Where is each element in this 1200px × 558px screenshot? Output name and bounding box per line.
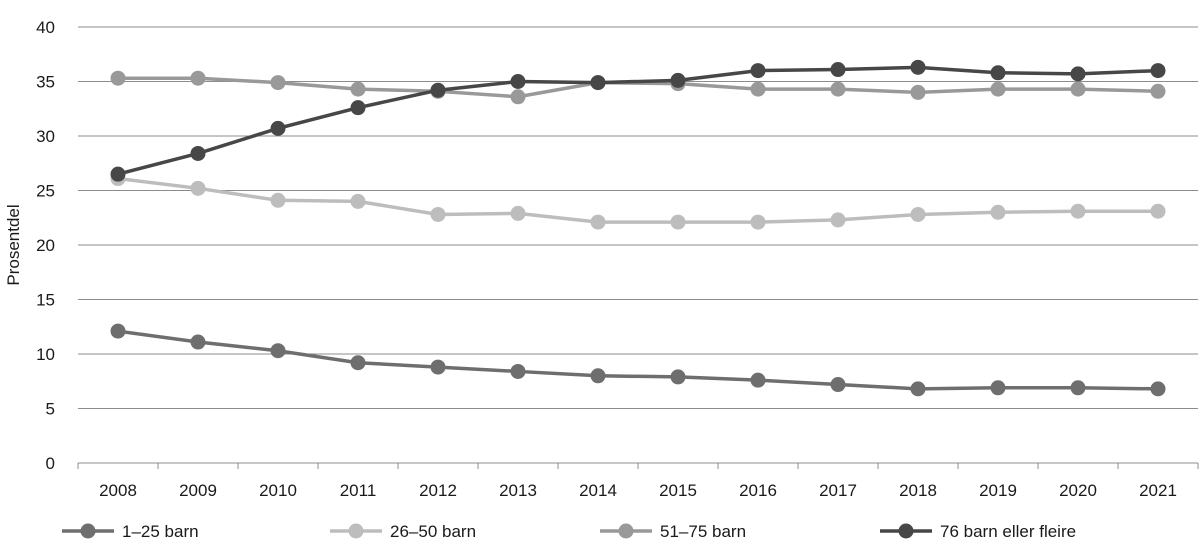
y-tick-label: 15 <box>36 291 55 310</box>
data-point <box>510 363 526 379</box>
axes: 0 5 10 15 20 25 30 35 40 2008 2009 2010 2011 2012 2013… <box>36 18 1199 500</box>
data-point <box>110 70 126 86</box>
data-point <box>190 334 206 350</box>
legend-item: 26–50 barn <box>330 522 476 541</box>
data-point <box>270 75 286 91</box>
series-line <box>117 176 1158 224</box>
data-point <box>910 381 926 397</box>
data-point <box>430 359 446 375</box>
x-tick-label: 2018 <box>899 481 937 500</box>
x-tick-label: 2016 <box>739 481 777 500</box>
legend-label: 51–75 barn <box>660 522 746 541</box>
data-point <box>350 81 366 97</box>
legend-swatch-marker <box>348 523 364 539</box>
y-tick-label: 35 <box>36 73 55 92</box>
data-point <box>830 212 846 228</box>
data-point <box>910 59 926 75</box>
data-point <box>1150 381 1166 397</box>
data-point <box>590 75 606 91</box>
legend-swatch-marker <box>80 523 96 539</box>
legend-item: 76 barn eller fleire <box>880 522 1076 541</box>
data-point <box>510 89 526 105</box>
data-point <box>990 65 1006 81</box>
data-point <box>1150 63 1166 79</box>
y-tick-label: 5 <box>46 400 55 419</box>
data-point <box>750 214 766 230</box>
data-point <box>430 206 446 222</box>
data-point <box>750 372 766 388</box>
data-point <box>590 214 606 230</box>
data-point <box>910 206 926 222</box>
data-point <box>270 343 286 359</box>
series-3 <box>110 70 1166 105</box>
data-point <box>1070 81 1086 97</box>
y-tick-label: 20 <box>36 236 55 255</box>
x-tick-label: 2013 <box>499 481 537 500</box>
legend-label: 26–50 barn <box>390 522 476 541</box>
data-point <box>510 74 526 89</box>
series-group <box>110 59 1166 397</box>
data-point <box>1150 203 1166 219</box>
legend: 1–25 barn 26–50 barn 51–75 barn 76 barn ell… <box>62 522 1076 541</box>
y-tick-label: 25 <box>36 182 55 201</box>
data-point <box>670 214 686 230</box>
data-point <box>590 368 606 384</box>
data-point <box>830 81 846 97</box>
x-tick-label: 2021 <box>1139 481 1177 500</box>
data-point <box>190 70 206 86</box>
legend-item: 1–25 barn <box>62 522 199 541</box>
data-point <box>110 323 126 339</box>
data-point <box>190 145 206 161</box>
data-point <box>830 62 846 78</box>
data-point <box>270 120 286 136</box>
y-axis-title: Prosentdel <box>4 204 23 285</box>
data-point <box>430 82 446 98</box>
data-point <box>990 204 1006 220</box>
data-point <box>1070 203 1086 219</box>
data-point <box>1070 380 1086 396</box>
data-point <box>910 84 926 100</box>
series-line <box>117 329 1159 391</box>
data-point <box>830 377 846 393</box>
series-4 <box>110 59 1166 182</box>
x-tick-label: 2010 <box>259 481 297 500</box>
x-tick-label: 2017 <box>819 481 857 500</box>
x-tick-label: 2020 <box>1059 481 1097 500</box>
legend-item: 51–75 barn <box>600 522 746 541</box>
x-tick-label: 2015 <box>659 481 697 500</box>
data-point <box>990 81 1006 97</box>
y-tick-label: 40 <box>36 18 55 37</box>
x-tick-label: 2008 <box>99 481 137 500</box>
legend-swatch-marker <box>898 523 914 539</box>
y-tick-label: 10 <box>36 345 55 364</box>
x-tick-label: 2019 <box>979 481 1017 500</box>
data-point <box>1150 83 1166 99</box>
legend-label: 1–25 barn <box>122 522 199 541</box>
y-tick-label: 0 <box>46 454 55 473</box>
series-1 <box>110 323 1166 397</box>
data-point <box>190 180 206 196</box>
data-point <box>270 192 286 208</box>
y-tick-label: 30 <box>36 127 55 146</box>
x-tick-label: 2012 <box>419 481 457 500</box>
x-tick-label: 2011 <box>340 481 377 500</box>
data-point <box>750 63 766 79</box>
data-point <box>510 205 526 221</box>
data-point <box>670 72 686 88</box>
data-point <box>990 380 1006 396</box>
data-point <box>1070 66 1086 82</box>
series-line <box>117 65 1159 176</box>
data-point <box>670 369 686 385</box>
data-point <box>110 166 126 182</box>
data-point <box>350 355 366 371</box>
legend-swatch-marker <box>618 523 634 539</box>
legend-label: 76 barn eller fleire <box>940 522 1076 541</box>
x-tick-label: 2014 <box>579 481 617 500</box>
data-point <box>350 100 366 116</box>
data-point <box>350 193 366 209</box>
x-tick-label: 2009 <box>179 481 217 500</box>
series-2 <box>110 171 1166 230</box>
data-point <box>750 81 766 97</box>
